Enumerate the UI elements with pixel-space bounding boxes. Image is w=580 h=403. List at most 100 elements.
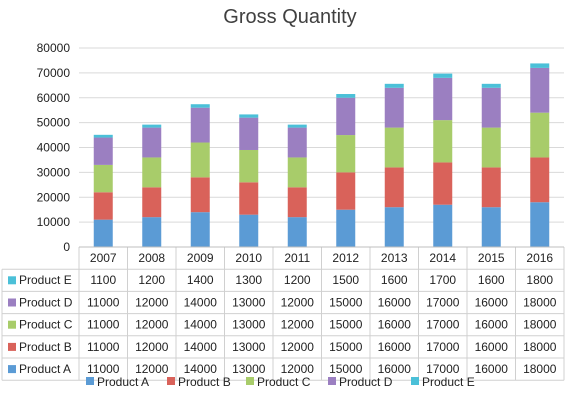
bar-segment: [530, 67, 550, 113]
x-category-label: 2007: [90, 251, 117, 265]
x-category-label: 2016: [526, 251, 553, 265]
legend-swatch: [328, 377, 336, 385]
data-label: 1600: [478, 273, 505, 287]
bar-segment: [481, 83, 501, 88]
bar-segment: [384, 83, 404, 88]
data-label: 1600: [381, 273, 408, 287]
data-label: 16000: [378, 295, 412, 309]
data-label: 14000: [184, 295, 218, 309]
y-tick-label: 40000: [37, 141, 71, 155]
y-tick-label: 50000: [37, 116, 71, 130]
bar-segment: [142, 127, 162, 158]
data-label: 1800: [526, 273, 553, 287]
data-label: 1200: [284, 273, 311, 287]
y-tick-label: 30000: [37, 165, 71, 179]
x-category-label: 2010: [235, 251, 262, 265]
y-tick-label: 10000: [37, 215, 71, 229]
data-label: 12000: [135, 340, 169, 354]
bar-segment: [384, 207, 404, 247]
bar-segment: [530, 63, 550, 68]
legend-swatch: [246, 377, 254, 385]
legend-label: Product A: [97, 375, 149, 389]
x-category-label: 2014: [429, 251, 456, 265]
bar-segment: [336, 94, 356, 98]
data-label: 12000: [135, 362, 169, 376]
bar-segment: [287, 187, 307, 218]
legend-label: Product C: [257, 375, 311, 389]
bar-segment: [190, 104, 210, 108]
bar-segment: [530, 157, 550, 203]
data-label: 16000: [475, 318, 509, 332]
data-label: 12000: [281, 318, 315, 332]
data-label: 16000: [475, 362, 509, 376]
bar-segment: [142, 217, 162, 247]
bar-segment: [481, 207, 501, 247]
data-label: 1400: [187, 273, 214, 287]
bar-segment: [190, 142, 210, 178]
data-label: 12000: [281, 295, 315, 309]
data-label: 18000: [523, 340, 557, 354]
data-label: 12000: [281, 362, 315, 376]
x-category-label: 2012: [332, 251, 359, 265]
x-category-label: 2013: [381, 251, 408, 265]
bar-segment: [336, 97, 356, 136]
bar-segment: [287, 124, 307, 128]
data-label: 15000: [329, 318, 363, 332]
data-label: 18000: [523, 318, 557, 332]
bar-segment: [384, 127, 404, 168]
table-legend-key: [8, 342, 16, 351]
data-label: 14000: [184, 340, 218, 354]
data-label: 18000: [523, 362, 557, 376]
bar-segment: [239, 114, 259, 118]
bar-segment: [142, 124, 162, 128]
bar-segment: [93, 134, 113, 138]
data-label: 17000: [426, 318, 460, 332]
y-tick-label: 60000: [37, 91, 71, 105]
bar-segment: [239, 182, 259, 215]
data-label: 15000: [329, 340, 363, 354]
bar-segment: [142, 187, 162, 218]
data-label: 18000: [523, 295, 557, 309]
data-label: 12000: [281, 340, 315, 354]
x-category-label: 2015: [478, 251, 505, 265]
bar-segment: [530, 112, 550, 158]
legend-label: Product B: [178, 375, 231, 389]
bar-segment: [239, 117, 259, 150]
data-label: 13000: [232, 318, 266, 332]
y-tick-label: 80000: [37, 41, 71, 55]
data-label: 1200: [138, 273, 165, 287]
legend-swatch: [86, 377, 94, 385]
data-label: 16000: [378, 340, 412, 354]
data-label: 11000: [87, 318, 120, 332]
data-label: 17000: [426, 295, 460, 309]
table-row-label: Product B: [19, 340, 72, 354]
bar-segment: [530, 202, 550, 247]
data-label: 14000: [184, 318, 218, 332]
data-label: 13000: [232, 362, 266, 376]
bar-segment: [239, 214, 259, 247]
table-row-label: Product A: [19, 362, 71, 376]
table-legend-key: [8, 276, 16, 285]
bar-segment: [433, 73, 453, 78]
x-category-label: 2009: [187, 251, 214, 265]
data-label: 15000: [329, 362, 363, 376]
chart-title: Gross Quantity: [223, 6, 357, 28]
data-label: 15000: [329, 295, 363, 309]
bar-segment: [239, 149, 259, 183]
bar-segment: [142, 157, 162, 188]
data-label: 1300: [235, 273, 262, 287]
bar-segment: [336, 135, 356, 173]
data-label: 17000: [426, 362, 460, 376]
data-label: 13000: [232, 295, 266, 309]
x-category-label: 2008: [138, 251, 165, 265]
data-label: 11000: [87, 340, 120, 354]
bar-segment: [287, 157, 307, 188]
bar-segment: [433, 162, 453, 205]
bar-segment: [384, 167, 404, 208]
legend-swatch: [167, 377, 175, 385]
data-label: 1100: [90, 273, 116, 287]
bar-segment: [190, 212, 210, 247]
data-label: 16000: [378, 318, 412, 332]
table-row-label: Product E: [19, 273, 72, 287]
